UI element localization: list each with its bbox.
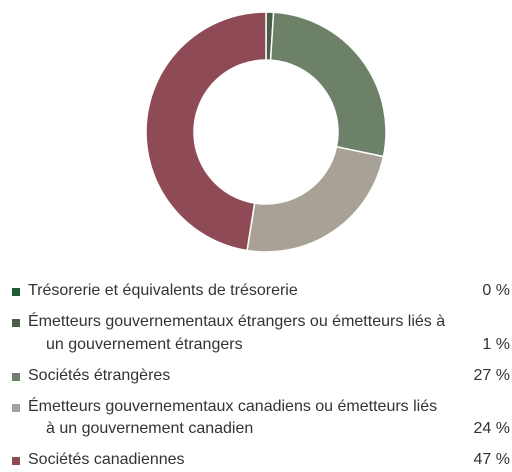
value-label: 27 %	[473, 366, 510, 384]
chart	[145, 11, 387, 253]
legend-label: Sociétés étrangères	[28, 366, 171, 384]
legend-label: Émetteurs gouvernementaux étrangers ou é…	[28, 313, 446, 353]
legend-label: Sociétés canadiennes	[28, 451, 185, 468]
legend-item: Émetteurs gouvernementaux étrangers ou é…	[12, 311, 510, 356]
slice	[269, 11, 387, 158]
legend: Trésorerie et équivalents de trésorerie 0…	[12, 280, 510, 472]
legend-item: Émetteurs gouvernementaux canadiens ou é…	[12, 396, 510, 441]
legend-item: Trésorerie et équivalents de trésorerie 0…	[12, 280, 510, 303]
value-label: 24 %	[473, 420, 510, 437]
slice	[145, 11, 267, 252]
value-label: 0 %	[482, 282, 510, 299]
value-label: 47 %	[473, 451, 510, 468]
value-label: 1 %	[482, 335, 510, 353]
legend-label: Trésorerie et équivalents de trésorerie	[28, 282, 298, 299]
legend-item: Sociétés étrangères 27 %	[12, 365, 510, 388]
legend-swatch	[12, 457, 20, 465]
legend-swatch	[12, 288, 20, 296]
legend-label: Émetteurs gouvernementaux canadiens ou é…	[28, 397, 438, 438]
legend-swatch	[12, 403, 20, 412]
legend-swatch	[12, 372, 20, 381]
slice	[246, 145, 385, 253]
legend-item: Sociétés canadiennes 47 %	[12, 449, 510, 472]
legend-swatch	[12, 319, 20, 327]
